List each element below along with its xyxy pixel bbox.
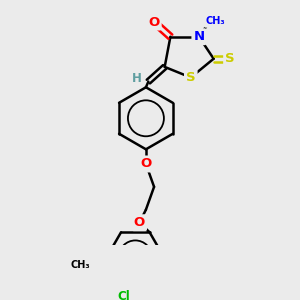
- Text: O: O: [148, 16, 160, 28]
- Text: S: S: [186, 71, 196, 84]
- Text: CH₃: CH₃: [206, 16, 225, 26]
- Text: S: S: [225, 52, 235, 65]
- Text: Cl: Cl: [117, 290, 130, 300]
- Text: N: N: [194, 30, 205, 43]
- Text: O: O: [134, 216, 145, 229]
- Text: H: H: [132, 72, 142, 85]
- Text: CH₃: CH₃: [71, 260, 91, 270]
- Text: O: O: [140, 158, 152, 170]
